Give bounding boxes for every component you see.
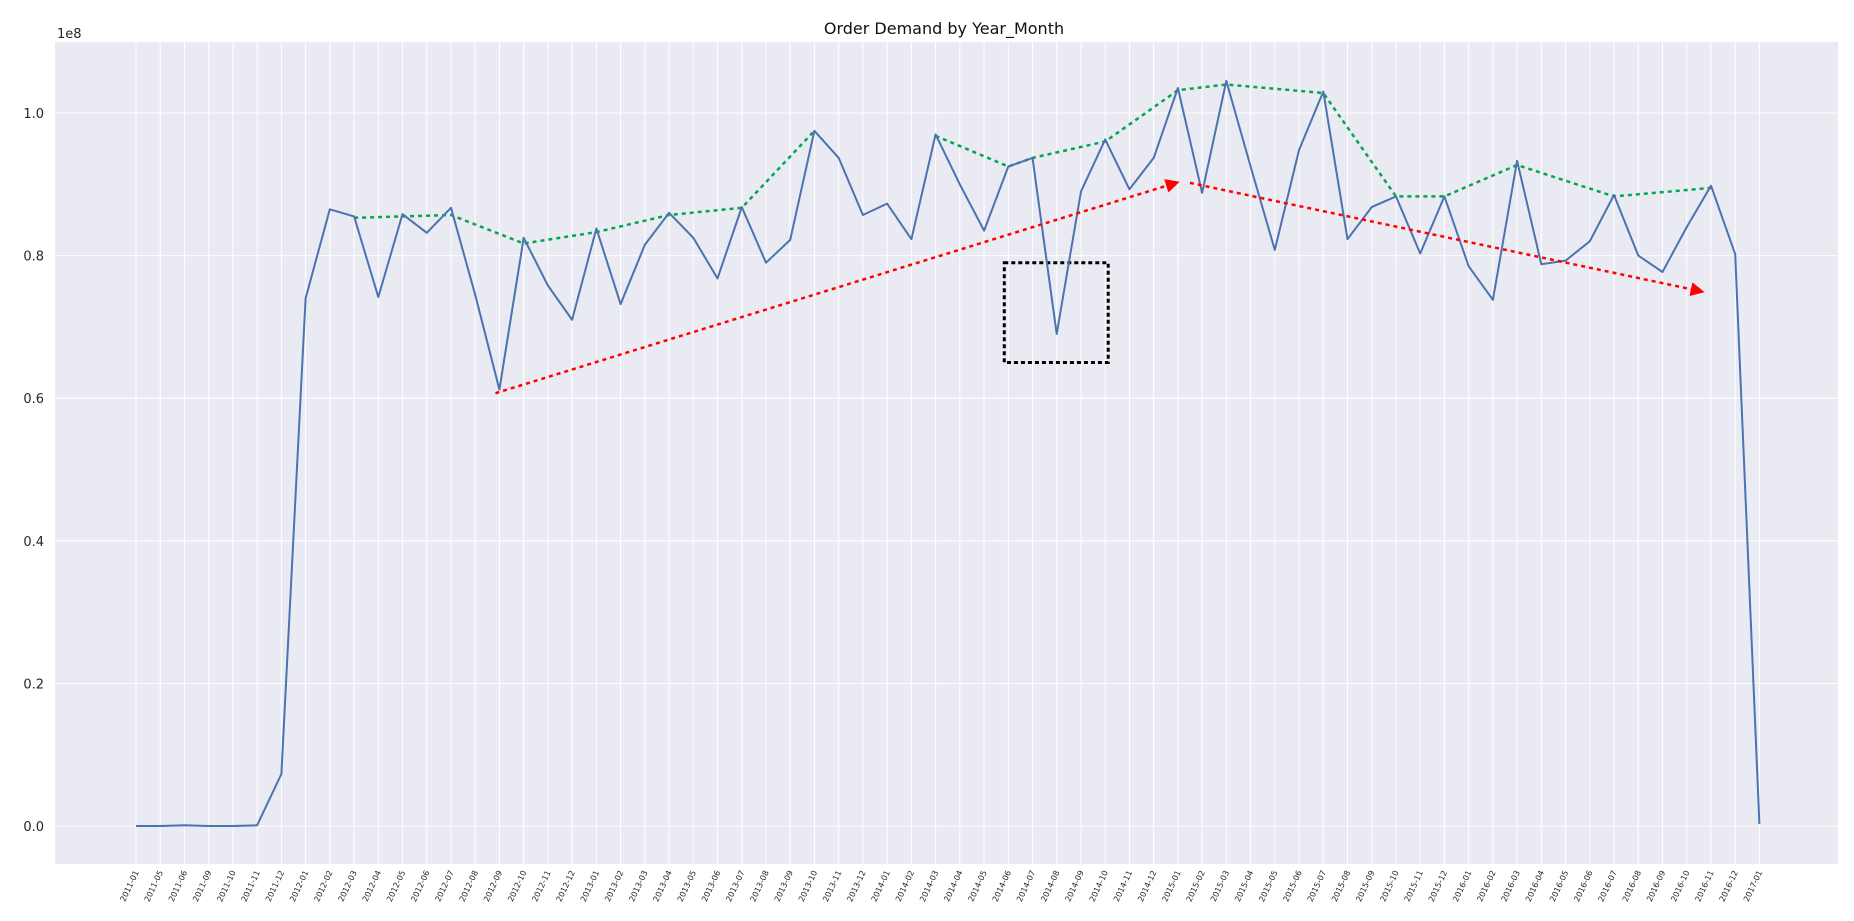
x-tick-label: 2014-08 [1039, 869, 1061, 903]
x-tick-label: 2015-08 [1330, 869, 1352, 903]
x-tick-label: 2012-11 [530, 869, 552, 903]
x-tick-label: 2015-04 [1233, 869, 1255, 903]
y-tick-labels: 0.0 0.2 0.4 0.6 0.8 1.0 [23, 107, 44, 835]
y-tick-label: 0.4 [23, 535, 44, 550]
x-tick-label: 2012-07 [434, 869, 456, 903]
x-tick-label: 2016-03 [1500, 869, 1522, 903]
x-tick-label: 2014-03 [918, 869, 940, 903]
plot-area [55, 42, 1838, 864]
y-tick-label: 0.8 [23, 250, 44, 265]
x-tick-label: 2011-10 [215, 869, 237, 903]
x-tick-label: 2015-09 [1354, 869, 1376, 903]
x-tick-label: 2014-06 [991, 869, 1013, 903]
x-tick-label: 2011-06 [167, 869, 189, 903]
x-tick-label: 2014-05 [967, 869, 989, 903]
x-tick-label: 2012-08 [458, 869, 480, 903]
annotations [354, 83, 1712, 365]
series-line [136, 79, 1761, 827]
x-tick-label: 2012-03 [337, 869, 359, 903]
x-tick-label: 2011-01 [119, 869, 141, 903]
x-tick-label: 2013-06 [700, 869, 722, 903]
x-tick-label: 2013-07 [724, 869, 746, 903]
x-tick-label: 2015-10 [1378, 869, 1400, 903]
x-tick-label: 2015-05 [1257, 869, 1279, 903]
x-tick-label: 2013-11 [821, 869, 843, 903]
x-tick-label: 2015-07 [1306, 869, 1328, 903]
x-tick-label: 2013-10 [797, 869, 819, 903]
x-tick-label: 2015-06 [1282, 869, 1304, 903]
trend-arrow-down-line [1189, 181, 1701, 293]
x-tick-label: 2016-06 [1572, 869, 1594, 903]
x-tick-label: 2014-09 [1063, 869, 1085, 903]
trend-arrow-up-line [495, 181, 1177, 395]
x-tick-labels: 2011-01 2011-05 2011-06 2011-09 2011-10 2011-… [119, 869, 1765, 903]
x-tick-label: 2016-05 [1548, 869, 1570, 903]
chart-title: Order Demand by Year_Month [824, 19, 1064, 39]
x-tick-label: 2014-01 [870, 869, 892, 903]
x-tick-label: 2016-10 [1669, 869, 1691, 903]
x-tick-label: 2015-03 [1209, 869, 1231, 903]
x-tick-label: 2012-02 [312, 869, 334, 903]
x-tick-label: 2014-02 [894, 869, 916, 903]
x-tick-label: 2013-12 [845, 869, 867, 903]
x-tick-label: 2014-10 [1088, 869, 1110, 903]
x-tick-label: 2013-04 [652, 869, 674, 903]
y-scale-offset: 1e8 [57, 27, 82, 42]
x-tick-label: 2013-03 [627, 869, 649, 903]
x-tick-label: 2013-02 [603, 869, 625, 903]
x-tick-label: 2016-08 [1621, 869, 1643, 903]
x-tick-label: 2016-02 [1475, 869, 1497, 903]
x-tick-label: 2013-05 [676, 869, 698, 903]
trend-arrows [495, 179, 1705, 395]
highlight-box [1002, 261, 1110, 365]
x-tick-label: 2016-07 [1597, 869, 1619, 903]
grid-lines [55, 42, 1838, 864]
x-tick-label: 2016-09 [1645, 869, 1667, 903]
x-tick-label: 2017-01 [1742, 869, 1764, 903]
x-tick-label: 2014-11 [1112, 869, 1134, 903]
x-tick-label: 2012-06 [409, 869, 431, 903]
x-tick-label: 2016-04 [1524, 869, 1546, 903]
x-tick-label: 2012-05 [385, 869, 407, 903]
y-tick-label: 0.2 [23, 677, 44, 692]
x-tick-label: 2013-08 [749, 869, 771, 903]
x-tick-label: 2016-12 [1718, 869, 1740, 903]
trend-arrow-up-head [1164, 179, 1180, 193]
trend-arrow-down-head [1689, 282, 1705, 297]
series-layer [136, 79, 1761, 827]
x-tick-label: 2012-09 [482, 869, 504, 903]
x-tick-label: 2011-12 [264, 869, 286, 903]
x-tick-label: 2011-05 [143, 869, 165, 903]
x-tick-label: 2011-09 [191, 869, 213, 903]
x-tick-label: 2016-01 [1451, 869, 1473, 903]
x-tick-label: 2014-04 [942, 869, 964, 903]
x-tick-label: 2015-02 [1185, 869, 1207, 903]
x-tick-label: 2015-12 [1427, 869, 1449, 903]
y-tick-label: 1.0 [23, 107, 44, 122]
x-tick-label: 2012-12 [555, 869, 577, 903]
x-tick-label: 2015-01 [1160, 869, 1182, 903]
x-tick-label: 2012-01 [288, 869, 310, 903]
x-tick-label: 2016-11 [1693, 869, 1715, 903]
x-tick-label: 2015-11 [1403, 869, 1425, 903]
y-tick-label: 0.6 [23, 392, 44, 407]
upper-envelope-line [354, 129, 816, 245]
x-tick-label: 2014-07 [1015, 869, 1037, 903]
x-tick-label: 2013-01 [579, 869, 601, 903]
x-tick-label: 2014-12 [1136, 869, 1158, 903]
x-tick-label: 2013-09 [773, 869, 795, 903]
y-tick-label: 0.0 [23, 820, 44, 835]
x-tick-label: 2011-11 [240, 869, 262, 903]
x-tick-label: 2012-10 [506, 869, 528, 903]
x-tick-label: 2012-04 [361, 869, 383, 903]
